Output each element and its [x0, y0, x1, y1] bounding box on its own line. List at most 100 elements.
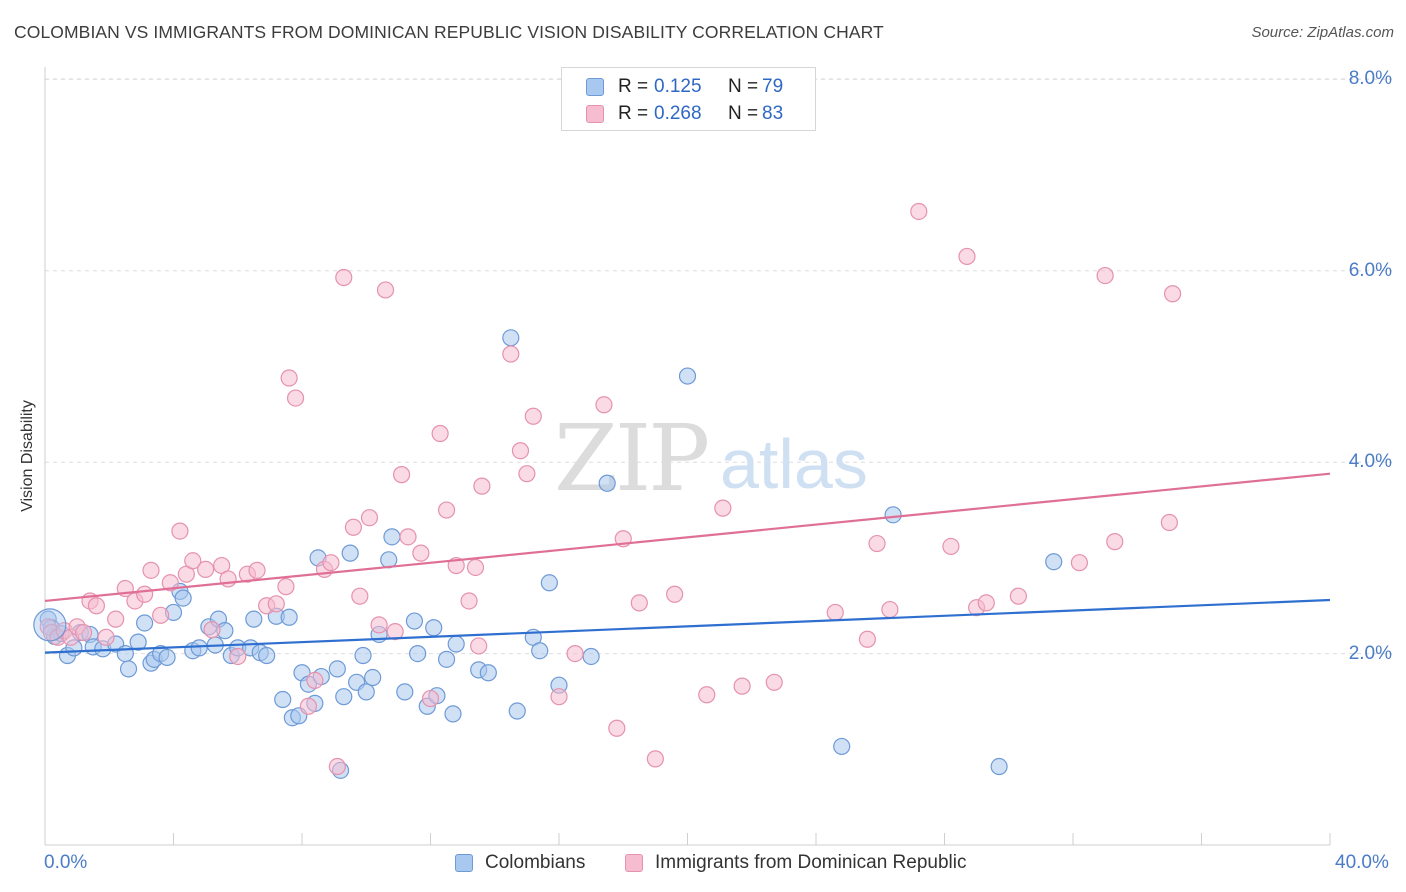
colombian-point	[328, 660, 346, 678]
legend-item-colombians[interactable]: Colombians	[455, 852, 585, 874]
colombian-point	[833, 737, 851, 756]
colombian-point	[174, 589, 192, 607]
dominican-point	[1160, 513, 1178, 532]
stats-legend-row-dominican: R = 0.268 N = 83	[586, 102, 783, 126]
dominican-point	[328, 757, 346, 776]
colombian-point	[425, 619, 443, 637]
dominican-point	[299, 697, 318, 715]
dominican-point	[714, 499, 732, 517]
stats-legend: R = 0.125 N = 79 R = 0.268 N = 83	[561, 67, 816, 131]
colombian-point	[357, 683, 375, 701]
colombian-point	[119, 660, 138, 678]
colombian-point	[341, 544, 359, 562]
dominican-point	[437, 501, 456, 519]
pink-swatch-icon	[625, 854, 643, 872]
dominican-point	[376, 281, 395, 299]
colombian-point	[258, 646, 276, 665]
watermark: ZIP atlas	[554, 405, 868, 512]
dominican-point	[335, 268, 353, 287]
colombian-point	[531, 642, 549, 660]
dominican-point	[566, 644, 584, 663]
dominican-point	[399, 528, 417, 546]
colombian-point	[598, 474, 616, 492]
dominican-point	[360, 509, 379, 527]
dominican-point	[219, 570, 237, 588]
colombian-point	[383, 528, 401, 546]
dominican-point	[152, 606, 170, 624]
dominican-point	[322, 554, 340, 572]
legend-item-dominican[interactable]: Immigrants from Dominican Republic	[625, 852, 967, 874]
pink-swatch-icon	[586, 105, 604, 123]
colombian-point	[354, 646, 372, 665]
dominican-point	[197, 560, 215, 578]
dominican-point	[881, 600, 899, 619]
dominican-point	[1163, 285, 1182, 303]
dominican-point	[630, 594, 648, 612]
colombian-point	[280, 608, 298, 626]
y-tick-label: 6.0%	[1348, 259, 1392, 281]
chart-title: COLOMBIAN VS IMMIGRANTS FROM DOMINICAN R…	[14, 22, 884, 42]
colombian-point	[582, 647, 600, 666]
dominican-point	[412, 544, 430, 562]
dominican-point	[518, 465, 536, 483]
dominican-point	[171, 522, 189, 540]
colombian-point	[409, 644, 427, 663]
n-value: 79	[762, 76, 784, 97]
watermark-zip: ZIP	[554, 405, 707, 512]
dominican-point	[868, 534, 886, 553]
dominican-point	[1106, 533, 1124, 551]
y-tick-label: 8.0%	[1348, 68, 1392, 90]
colombian-point	[364, 668, 382, 687]
series-legend: Colombians Immigrants from Dominican Rep…	[0, 852, 1406, 878]
n-label: N =	[728, 103, 759, 124]
colombian-point	[508, 702, 526, 720]
stats-legend-row-colombians: R = 0.125 N = 79	[586, 75, 783, 99]
colombian-point	[990, 757, 1008, 776]
colombian-point	[245, 610, 263, 628]
dominican-point	[229, 647, 247, 666]
dominican-point	[344, 518, 362, 536]
y-tick-label: 4.0%	[1348, 451, 1392, 473]
dominican-point	[646, 750, 664, 768]
dominican-point	[421, 689, 440, 708]
x-tick-label-max: 40.0%	[1335, 852, 1389, 873]
colombian-point	[447, 635, 465, 653]
dominican-point	[386, 622, 404, 641]
dominican-point	[248, 561, 266, 579]
dominican-point	[135, 585, 154, 603]
dominican-point	[733, 677, 751, 695]
legend-label: Colombians	[485, 852, 586, 873]
dominican-point	[550, 688, 568, 706]
legend-label: Immigrants from Dominican Republic	[655, 852, 967, 873]
dominican-point	[826, 603, 844, 622]
dominican-point	[666, 585, 684, 603]
n-value: 83	[762, 103, 784, 124]
dominican-point	[267, 595, 285, 613]
colombian-point	[678, 367, 697, 385]
colombian-point	[274, 690, 292, 709]
dominican-point	[858, 630, 877, 648]
colombian-point	[502, 329, 520, 347]
dominican-point	[351, 587, 369, 605]
colombian-point	[396, 683, 414, 701]
dominican-point	[107, 610, 125, 628]
colombian-point	[405, 612, 424, 630]
dominican-point	[74, 623, 93, 642]
dominican-point	[286, 389, 305, 407]
colombian-point	[1045, 553, 1063, 571]
colombian-trend-line	[44, 598, 1331, 654]
r-value: 0.268	[654, 103, 702, 124]
dominican-point	[97, 628, 115, 646]
r-label: R =	[618, 103, 649, 124]
n-label: N =	[728, 76, 759, 97]
dominican-point	[306, 671, 324, 689]
colombian-point	[190, 639, 208, 657]
colombian-point	[129, 633, 147, 651]
colombian-cluster-point	[33, 608, 67, 642]
dominican-point	[392, 466, 411, 484]
dominican-point	[958, 247, 976, 266]
colombian-point	[540, 574, 558, 592]
dominican-point	[977, 594, 995, 612]
dominican-point	[370, 616, 388, 634]
dominican-point	[942, 537, 960, 556]
